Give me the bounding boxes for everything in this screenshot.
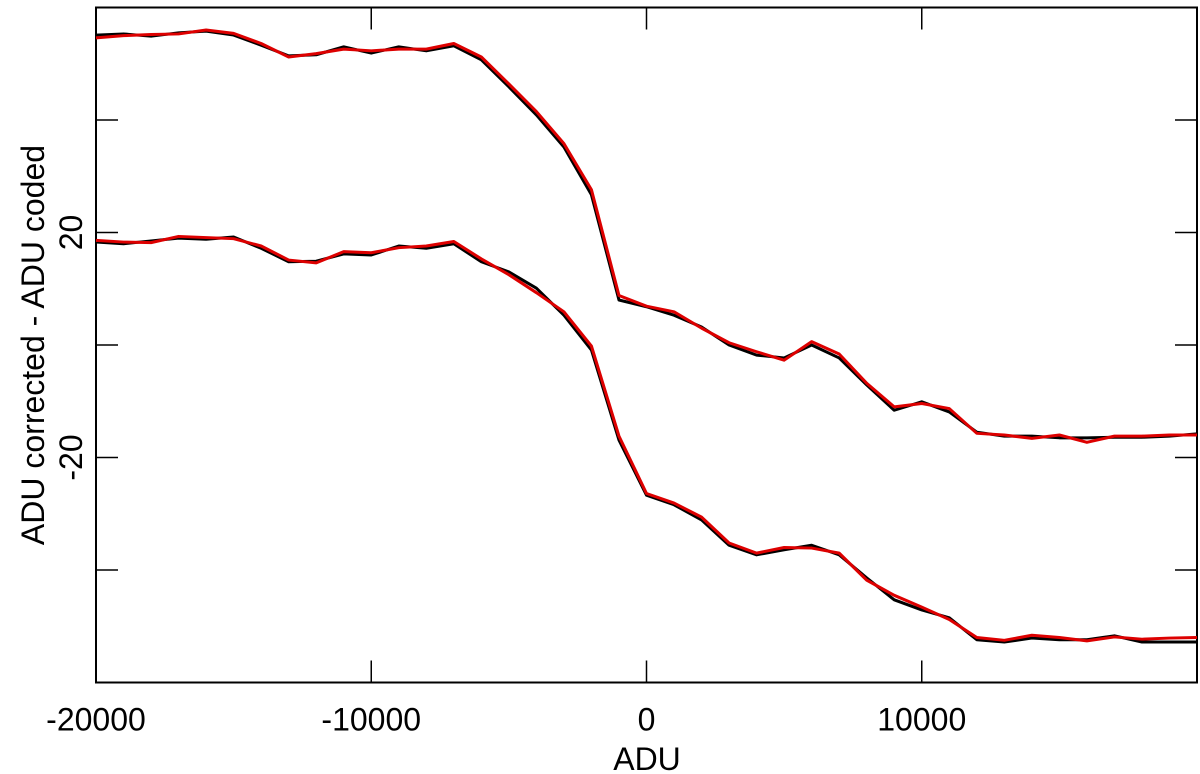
x-tick-label: 0: [638, 702, 656, 738]
plot-frame: [95, 6, 1198, 684]
y-tick-label: 20: [53, 215, 89, 251]
x-tick-label: 10000: [877, 702, 966, 738]
series-line: [95, 29, 1198, 440]
series-line: [95, 235, 1197, 644]
x-axis-label: ADU: [613, 741, 681, 774]
x-tick-label: -20000: [46, 702, 146, 738]
y-axis-label: ADU corrected - ADU coded: [15, 145, 51, 545]
y-tick-label: -20: [53, 434, 89, 480]
series-line: [95, 234, 1198, 643]
series-line: [95, 28, 1197, 444]
x-tick-label: -10000: [321, 702, 421, 738]
